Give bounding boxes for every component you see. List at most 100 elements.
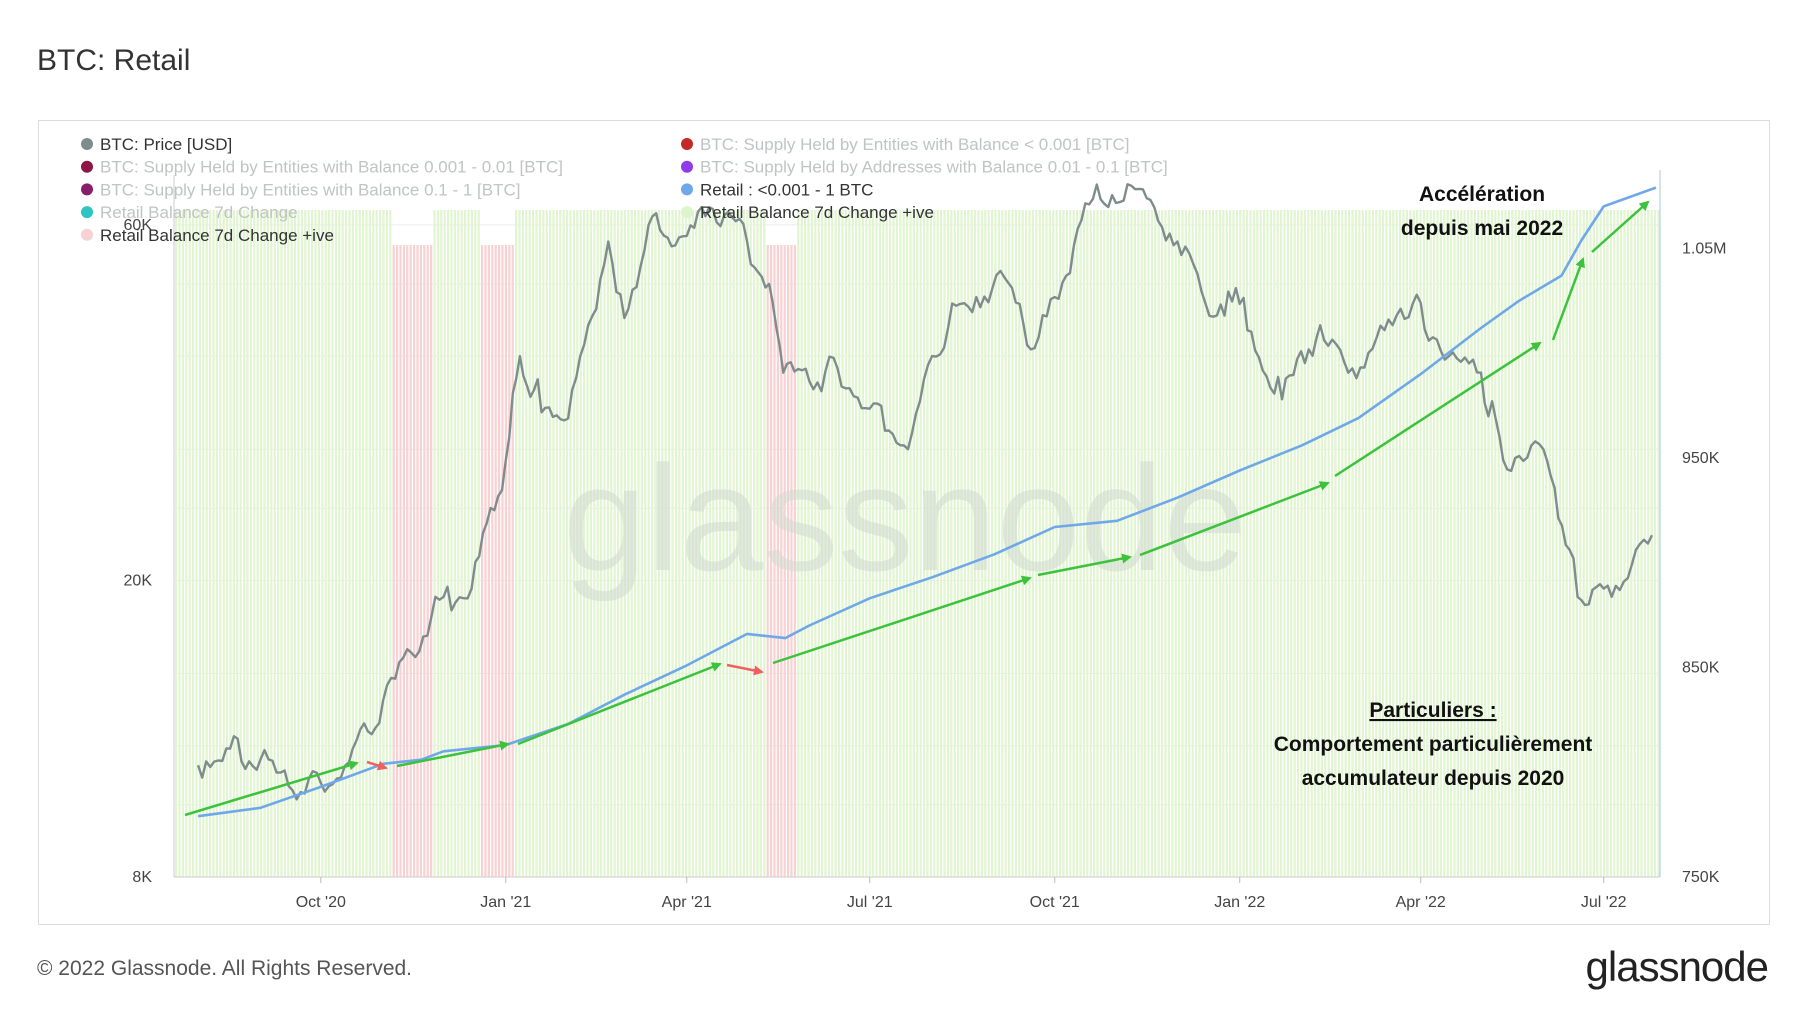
legend-item[interactable]: BTC: Supply Held by Entities with Balanc… bbox=[81, 180, 520, 199]
bar-positive bbox=[569, 210, 572, 877]
legend-item[interactable]: BTC: Supply Held by Entities with Balanc… bbox=[81, 158, 563, 177]
bar-positive bbox=[341, 210, 344, 877]
bar-positive bbox=[232, 210, 235, 877]
bar-positive bbox=[1317, 210, 1320, 877]
bar-positive bbox=[1025, 210, 1028, 877]
bar-positive bbox=[1249, 210, 1252, 877]
bar-positive bbox=[532, 210, 535, 877]
bar-positive bbox=[559, 210, 562, 877]
bar-positive bbox=[729, 210, 732, 877]
bar-positive bbox=[1487, 210, 1490, 877]
bar-positive bbox=[1239, 210, 1242, 877]
bar-positive bbox=[1341, 210, 1344, 877]
bar-positive bbox=[1130, 210, 1133, 877]
bar-positive bbox=[552, 210, 555, 877]
bar-positive bbox=[807, 210, 810, 877]
bar-positive bbox=[1082, 210, 1085, 877]
bar-positive bbox=[294, 210, 297, 877]
bar-positive bbox=[600, 210, 603, 877]
bar-positive bbox=[1402, 210, 1405, 877]
legend-item[interactable]: BTC: Supply Held by Addresses with Balan… bbox=[681, 158, 1168, 177]
bar-positive bbox=[997, 210, 1000, 877]
bar-positive bbox=[1630, 210, 1633, 877]
bar-positive bbox=[1290, 210, 1293, 877]
bar-positive bbox=[719, 210, 722, 877]
bar-negative bbox=[409, 245, 412, 877]
legend: BTC: Price [USD] BTC: Supply Held by Enti… bbox=[81, 135, 1168, 245]
bar-positive bbox=[1643, 210, 1646, 877]
bar-positive bbox=[518, 210, 521, 877]
bar-positive bbox=[1541, 210, 1544, 877]
bar-positive bbox=[977, 210, 980, 877]
bar-positive bbox=[287, 210, 290, 877]
bar-positive bbox=[715, 210, 718, 877]
bar-positive bbox=[1586, 210, 1589, 877]
bar-positive bbox=[1218, 210, 1221, 877]
bar-positive bbox=[872, 210, 875, 877]
legend-item[interactable]: Retail : <0.001 - 1 BTC bbox=[681, 180, 873, 199]
bar-positive bbox=[181, 210, 184, 877]
bar-positive bbox=[695, 210, 698, 877]
bar-positive bbox=[953, 210, 956, 877]
legend-item[interactable]: Retail Balance 7d Change bbox=[81, 203, 298, 222]
bar-positive bbox=[1324, 210, 1327, 877]
bar-positive bbox=[1558, 210, 1561, 877]
bar-positive bbox=[1385, 210, 1388, 877]
bar-positive bbox=[1412, 210, 1415, 877]
bar-positive bbox=[525, 210, 528, 877]
bar-positive bbox=[970, 210, 973, 877]
bar-positive bbox=[664, 210, 667, 877]
bar-positive bbox=[827, 210, 830, 877]
bar-positive bbox=[1518, 210, 1521, 877]
bar-positive bbox=[651, 210, 654, 877]
bar-positive bbox=[1382, 210, 1385, 877]
bar-positive bbox=[630, 210, 633, 877]
bar-positive bbox=[1365, 210, 1368, 877]
bar-positive bbox=[311, 210, 314, 877]
legend-swatch-icon bbox=[81, 138, 93, 150]
bar-positive bbox=[1140, 210, 1143, 877]
bar-positive bbox=[280, 210, 283, 877]
bar-positive bbox=[654, 210, 657, 877]
bar-positive bbox=[1531, 210, 1534, 877]
bar-positive bbox=[698, 210, 701, 877]
bar-positive bbox=[851, 210, 854, 877]
lines bbox=[196, 183, 1657, 818]
bar-positive bbox=[464, 210, 467, 877]
bar-positive bbox=[725, 210, 728, 877]
bar-positive bbox=[749, 210, 752, 877]
bar-positive bbox=[1484, 210, 1487, 877]
legend-label: Retail : <0.001 - 1 BTC bbox=[700, 180, 873, 199]
bar-positive bbox=[1511, 210, 1514, 877]
trend-arrow-up bbox=[1037, 553, 1132, 577]
legend-item[interactable]: BTC: Supply Held by Entities with Balanc… bbox=[681, 135, 1129, 154]
bar-positive bbox=[824, 210, 827, 877]
legend-label: BTC: Supply Held by Addresses with Balan… bbox=[700, 158, 1168, 177]
bar-negative bbox=[511, 245, 514, 877]
bar-positive bbox=[861, 210, 864, 877]
legend-swatch-icon bbox=[681, 183, 693, 196]
bar-positive bbox=[382, 210, 385, 877]
bar-positive bbox=[1429, 210, 1432, 877]
bar-positive bbox=[1222, 210, 1225, 877]
legend-item[interactable]: Retail Balance 7d Change +ive bbox=[81, 226, 334, 245]
bar-positive bbox=[266, 210, 269, 877]
bar-positive bbox=[1205, 210, 1208, 877]
bar-positive bbox=[994, 210, 997, 877]
bar-positive bbox=[1079, 210, 1082, 877]
bar-positive bbox=[1059, 210, 1062, 877]
annotation-retail-title: Particuliers : bbox=[1369, 699, 1496, 722]
bar-positive bbox=[1269, 210, 1272, 877]
legend-item[interactable]: Retail Balance 7d Change +ive bbox=[681, 203, 934, 222]
bar-positive bbox=[685, 210, 688, 877]
bar-positive bbox=[1113, 210, 1116, 877]
bar-positive bbox=[246, 210, 249, 877]
bar-positive bbox=[212, 210, 215, 877]
legend-swatch-icon bbox=[81, 183, 93, 196]
x-tick-label: Jan '22 bbox=[1214, 894, 1265, 911]
legend-swatch-icon bbox=[681, 206, 693, 219]
y-right-tick-label: 950K bbox=[1682, 450, 1720, 467]
bar-positive bbox=[831, 210, 834, 877]
legend-item[interactable]: BTC: Price [USD] bbox=[81, 135, 232, 154]
